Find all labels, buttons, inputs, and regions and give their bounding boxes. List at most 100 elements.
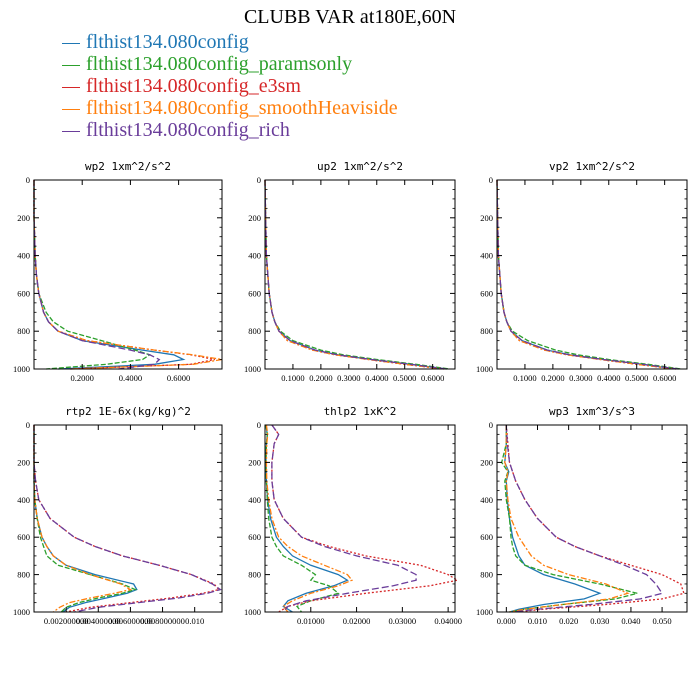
series-line (271, 424, 417, 613)
legend-swatch (62, 42, 80, 44)
x-tick-label: 0.4000 (365, 373, 388, 383)
series-line (33, 425, 220, 613)
x-tick-label: 0.1000 (513, 373, 536, 383)
y-tick-label: 400 (17, 251, 30, 261)
legend-swatch (62, 130, 80, 132)
x-tick-label: 0.04000 (434, 616, 462, 626)
x-tick-label: 0.6000 (421, 373, 444, 383)
series-line (496, 179, 676, 370)
y-tick-label: 800 (17, 326, 30, 336)
series-line (501, 425, 638, 613)
y-tick-label: 600 (17, 288, 30, 298)
legend-label: flthist134.080config_smoothHeaviside (86, 97, 398, 119)
x-tick-label: 0.010 (185, 616, 204, 626)
series-line (271, 424, 460, 613)
series-line (496, 179, 679, 370)
y-tick-label: 400 (248, 495, 261, 505)
legend-item: flthist134.080config_rich (62, 119, 398, 141)
y-tick-label: 800 (480, 570, 493, 580)
x-tick-label: 0.2000 (541, 373, 564, 383)
x-tick-label: 0.02000 (343, 616, 371, 626)
x-tick-label: 0.3000 (569, 373, 592, 383)
x-tick-label: 0.000 (497, 616, 516, 626)
x-tick-label: 0.006000000 (108, 616, 153, 626)
y-tick-label: 200 (480, 457, 493, 467)
figure-title: CLUBB VAR at180E,60N (243, 6, 457, 28)
panel-title: thlp2 1xK^2 (324, 405, 397, 418)
plot-frame (264, 424, 456, 613)
series-line (33, 180, 215, 370)
panel-title: wp3 1xm^3/s^3 (549, 405, 635, 418)
legend-label: flthist134.080config_rich (86, 119, 290, 141)
x-tick-label: 0.030 (590, 616, 609, 626)
series-line (265, 424, 340, 613)
series-line (33, 180, 186, 370)
series-line (33, 425, 222, 613)
x-tick-label: 0.002000000 (44, 616, 89, 626)
y-tick-label: 0 (489, 175, 493, 185)
x-tick-label: 0.008000000 (140, 616, 185, 626)
y-tick-label: 400 (480, 495, 493, 505)
x-tick-label: 0.010 (528, 616, 547, 626)
legend-label: flthist134.080config_e3sm (86, 75, 301, 97)
x-tick-label: 0.040 (621, 616, 640, 626)
y-tick-label: 600 (480, 288, 493, 298)
legend-item: flthist134.080config_paramsonly (62, 53, 398, 75)
x-tick-label: 0.5000 (393, 373, 416, 383)
y-tick-label: 0 (489, 420, 493, 430)
series-line (504, 425, 602, 613)
series-line (265, 424, 349, 613)
series-line (264, 179, 450, 370)
series-line (496, 179, 682, 370)
y-tick-label: 200 (248, 457, 261, 467)
legend: flthist134.080config flthist134.080confi… (62, 31, 398, 141)
y-tick-label: 800 (248, 326, 261, 336)
panel-title: rtp2 1E-6x(kg/kg)^2 (65, 405, 191, 418)
panel-title: up2 1xm^2/s^2 (317, 160, 403, 173)
x-tick-label: 0.3000 (337, 373, 360, 383)
y-tick-label: 400 (248, 251, 261, 261)
y-tick-label: 1000 (244, 364, 261, 374)
y-tick-label: 1000 (13, 364, 30, 374)
x-tick-label: 0.01000 (297, 616, 325, 626)
y-tick-label: 1000 (476, 607, 493, 617)
y-tick-label: 200 (480, 213, 493, 223)
y-tick-label: 0 (257, 420, 261, 430)
y-tick-label: 800 (17, 570, 30, 580)
series-line (264, 179, 447, 370)
y-tick-label: 200 (17, 213, 30, 223)
x-tick-label: 0.050 (653, 616, 672, 626)
y-tick-label: 600 (17, 532, 30, 542)
y-tick-label: 1000 (476, 364, 493, 374)
plot-frame (33, 424, 223, 613)
series-line (505, 424, 664, 613)
y-tick-label: 600 (480, 532, 493, 542)
y-tick-label: 0 (26, 420, 30, 430)
plot-frame (496, 179, 688, 370)
legend-swatch (62, 86, 80, 88)
y-tick-label: 200 (17, 457, 30, 467)
y-tick-label: 400 (480, 251, 493, 261)
y-tick-label: 0 (26, 175, 30, 185)
panel: up2 1xm^2/s^2 0 200 400 600 800 1000 0.1000 0.20… (244, 160, 456, 383)
x-tick-label: 0.5000 (625, 373, 648, 383)
x-tick-label: 0.004000000 (76, 616, 121, 626)
panel: wp3 1xm^3/s^3 0 200 400 600 800 1000 0.000 0.010… (476, 405, 688, 626)
series-line (33, 180, 223, 370)
legend-item: flthist134.080config (62, 31, 398, 53)
y-tick-label: 800 (248, 570, 261, 580)
panel-title: vp2 1xm^2/s^2 (549, 160, 635, 173)
y-tick-label: 400 (17, 495, 30, 505)
series-line (265, 424, 354, 613)
y-tick-label: 0 (257, 175, 261, 185)
legend-item: flthist134.080config_e3sm (62, 75, 398, 97)
panel: rtp2 1E-6x(kg/kg)^2 0 200 400 600 800 1000 0.00… (13, 405, 223, 626)
series-line (33, 425, 133, 613)
y-tick-label: 600 (248, 532, 261, 542)
y-tick-label: 200 (248, 213, 261, 223)
x-tick-label: 0.6000 (167, 373, 190, 383)
x-tick-label: 0.4000 (597, 373, 620, 383)
x-tick-label: 0.1000 (281, 373, 304, 383)
x-tick-label: 0.03000 (389, 616, 417, 626)
